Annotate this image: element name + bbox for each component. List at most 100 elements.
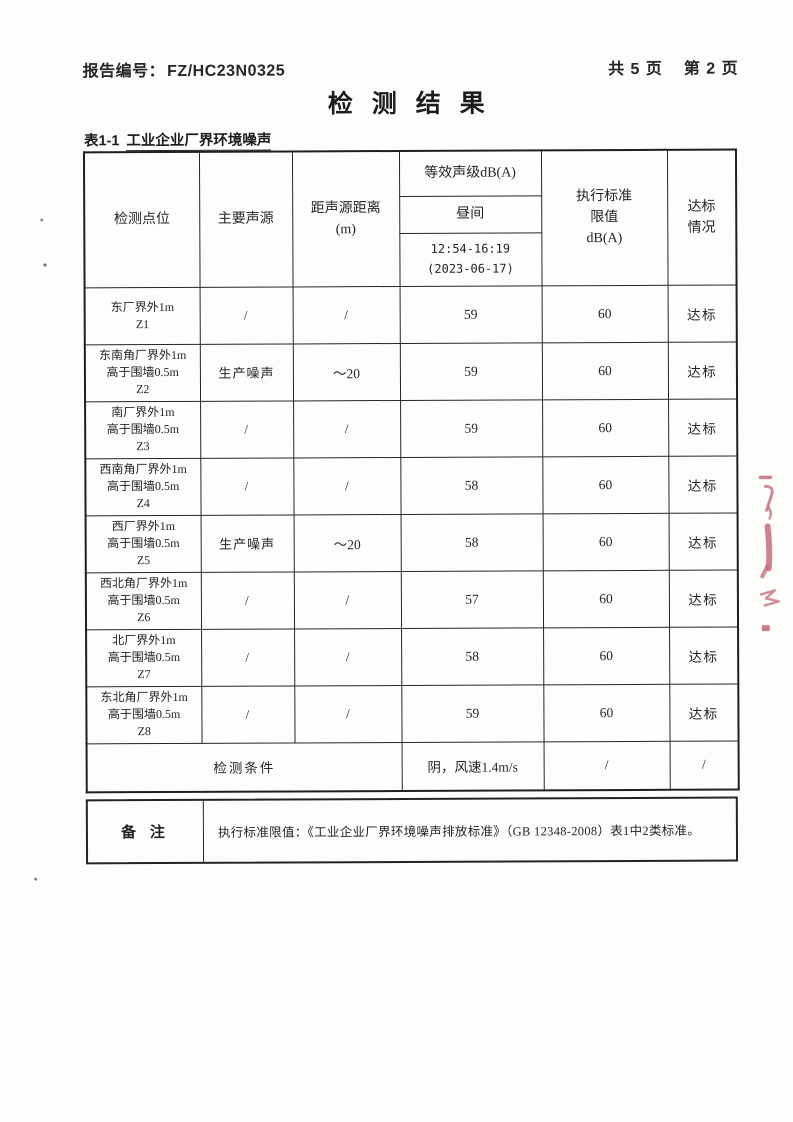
page-current: 第 2 页 — [683, 60, 739, 78]
leq-cell: 59 — [399, 342, 543, 400]
point-cell: 西厂界外1m 高于围墙0.5m Z5 — [85, 514, 201, 573]
table-row: 北厂界外1m 高于围墙0.5m Z7//58 60 达标 — [86, 626, 739, 687]
report-number-label: 报告编号： — [82, 63, 166, 81]
status-cell: 达标 — [668, 398, 738, 456]
leq-cell: 59 — [399, 285, 542, 343]
col-header-status: 达标 情况 — [666, 149, 737, 285]
col-header-leq: 等效声级dB(A) — [398, 150, 542, 196]
source-cell: / — [200, 400, 294, 458]
source-cell: / — [200, 457, 294, 515]
conditions-status: / — [669, 740, 739, 790]
distance-cell: ～20 — [292, 342, 401, 401]
status-cell: 达标 — [668, 569, 739, 627]
conditions-row: 检测条件 阴，风速1.4m/s / / — [86, 740, 739, 793]
col-header-status-line2: 情况 — [687, 220, 716, 236]
leq-cell: 58 — [401, 627, 544, 685]
scan-speck — [40, 218, 44, 222]
distance-cell: / — [293, 456, 401, 515]
col-header-point: 检测点位 — [83, 151, 200, 288]
source-cell: / — [199, 286, 293, 344]
conditions-section: 检测条件 阴，风速1.4m/s / / — [86, 740, 739, 793]
source-cell: / — [201, 628, 295, 686]
conditions-label: 检测条件 — [86, 741, 402, 793]
table-row: 南厂界外1m 高于围墙0.5m Z3//59 60 达标 — [85, 398, 738, 459]
point-cell: 东北角厂界外1m 高于围墙0.5m Z8 — [86, 685, 202, 744]
limit-cell: 60 — [542, 512, 669, 571]
point-cell: 西南角厂界外1m 高于围墙0.5m Z4 — [85, 457, 201, 516]
scan-speck — [34, 877, 38, 881]
table-row: 东北角厂界外1m 高于围墙0.5m Z8//59 60 达标 — [86, 683, 739, 744]
page-total: 共 5 页 — [608, 60, 663, 79]
col-header-distance-line2: (m) — [335, 221, 356, 238]
table-caption: 表1-1 工业企业厂界环境噪声 — [83, 129, 272, 152]
col-header-limit-line3: dB(A) — [586, 231, 623, 247]
remark-label: 备 注 — [87, 800, 205, 863]
status-cell: 达标 — [668, 455, 738, 513]
conditions-value: 阴，风速1.4m/s — [401, 741, 544, 791]
point-cell: 东厂界外1m Z1 — [84, 286, 200, 345]
distance-cell: / — [294, 627, 402, 686]
noise-results-table: 检测点位 主要声源 距声源距离 (m) 等效声级dB(A) 执行标准 限值 dB… — [82, 148, 740, 794]
report-number-value: FZ/HC23N0325 — [167, 62, 286, 80]
remark-text: 执行标准限值：《工业企业厂界环境噪声排放标准》（GB 12348-2008）表1… — [217, 823, 701, 840]
source-cell: 生产噪声 — [200, 514, 294, 572]
col-header-source: 主要声源 — [198, 151, 293, 287]
measure-date: (2023-06-17) — [427, 260, 514, 276]
distance-cell: / — [294, 684, 402, 743]
distance-cell: ～20 — [293, 513, 401, 572]
col-header-distance-line1: 距声源距离 — [310, 200, 381, 217]
point-cell: 南厂界外1m 高于围墙0.5m Z3 — [85, 400, 201, 459]
leq-cell: 58 — [400, 456, 543, 514]
leq-cell: 59 — [400, 399, 543, 457]
status-cell: 达标 — [667, 341, 738, 399]
table-caption-text: 工业企业厂界环境噪声 — [126, 132, 272, 152]
table-row: 东南角厂界外1m 高于围墙0.5m Z2 生产噪声 ～20 59 60 达标 — [84, 341, 738, 402]
col-header-distance: 距声源距离 (m) — [291, 150, 400, 287]
noise-table-rows: 东厂界外1m Z1//59 60 达标 东南角厂界外1m 高于围墙0.5m Z2 生产噪声 ～2… — [84, 284, 739, 744]
page-title: 检 测 结 果 — [327, 89, 491, 119]
limit-cell: 60 — [541, 284, 668, 343]
doc-header: 报告编号： FZ/HC23N0325 共 5 页 第 2 页 — [83, 55, 739, 82]
table-row: 西厂界外1m 高于围墙0.5m Z5 生产噪声 ～20 58 60 达标 — [85, 512, 738, 573]
remark-box: 备 注 执行标准限值：《工业企业厂界环境噪声排放标准》（GB 12348-200… — [85, 796, 739, 865]
pagination: 共 5 页 第 2 页 — [608, 55, 739, 80]
distance-cell: / — [292, 285, 400, 344]
report-number: 报告编号： FZ/HC23N0325 — [83, 56, 286, 81]
col-header-time-range: 12:54-16:19 (2023-06-17) — [399, 232, 542, 286]
col-header-daytime: 昼间 — [399, 195, 542, 233]
col-header-limit: 执行标准 限值 dB(A) — [540, 149, 668, 286]
table-row: 西北角厂界外1m 高于围墙0.5m Z6//57 60 达标 — [85, 569, 739, 630]
table-caption-number: 表1-1 — [83, 133, 120, 150]
table-header: 检测点位 主要声源 距声源距离 (m) 等效声级dB(A) 执行标准 限值 dB… — [83, 149, 737, 288]
limit-cell: 60 — [543, 683, 670, 742]
col-header-status-line1: 达标 — [687, 199, 716, 215]
limit-cell: 60 — [542, 455, 669, 514]
leq-cell: 59 — [401, 684, 544, 742]
status-cell: 达标 — [667, 284, 737, 342]
table-row: 西南角厂界外1m 高于围墙0.5m Z4//58 60 达标 — [85, 455, 738, 516]
limit-cell: 60 — [543, 626, 670, 685]
distance-cell: / — [293, 399, 401, 458]
col-header-limit-line2: 限值 — [590, 210, 619, 226]
leq-cell: 58 — [400, 513, 543, 571]
status-cell: 达标 — [668, 512, 738, 570]
limit-cell: 60 — [542, 569, 670, 628]
distance-cell: / — [293, 570, 402, 629]
status-cell: 达标 — [669, 626, 739, 684]
red-seal-fragment — [758, 475, 781, 632]
time-range: 12:54-16:19 — [430, 241, 511, 257]
leq-cell: 57 — [400, 570, 544, 628]
point-cell: 东南角厂界外1m 高于围墙0.5m Z2 — [84, 343, 201, 402]
limit-cell: 60 — [542, 398, 669, 457]
source-cell: / — [201, 685, 295, 743]
source-cell: 生产噪声 — [199, 343, 294, 401]
conditions-limit: / — [543, 740, 670, 791]
table-row: 东厂界外1m Z1//59 60 达标 — [84, 284, 737, 345]
scan-speck — [43, 263, 47, 267]
point-cell: 西北角厂界外1m 高于围墙0.5m Z6 — [85, 571, 202, 630]
point-cell: 北厂界外1m 高于围墙0.5m Z7 — [86, 628, 202, 687]
col-header-limit-line1: 执行标准 — [576, 189, 633, 205]
limit-cell: 60 — [541, 341, 669, 400]
